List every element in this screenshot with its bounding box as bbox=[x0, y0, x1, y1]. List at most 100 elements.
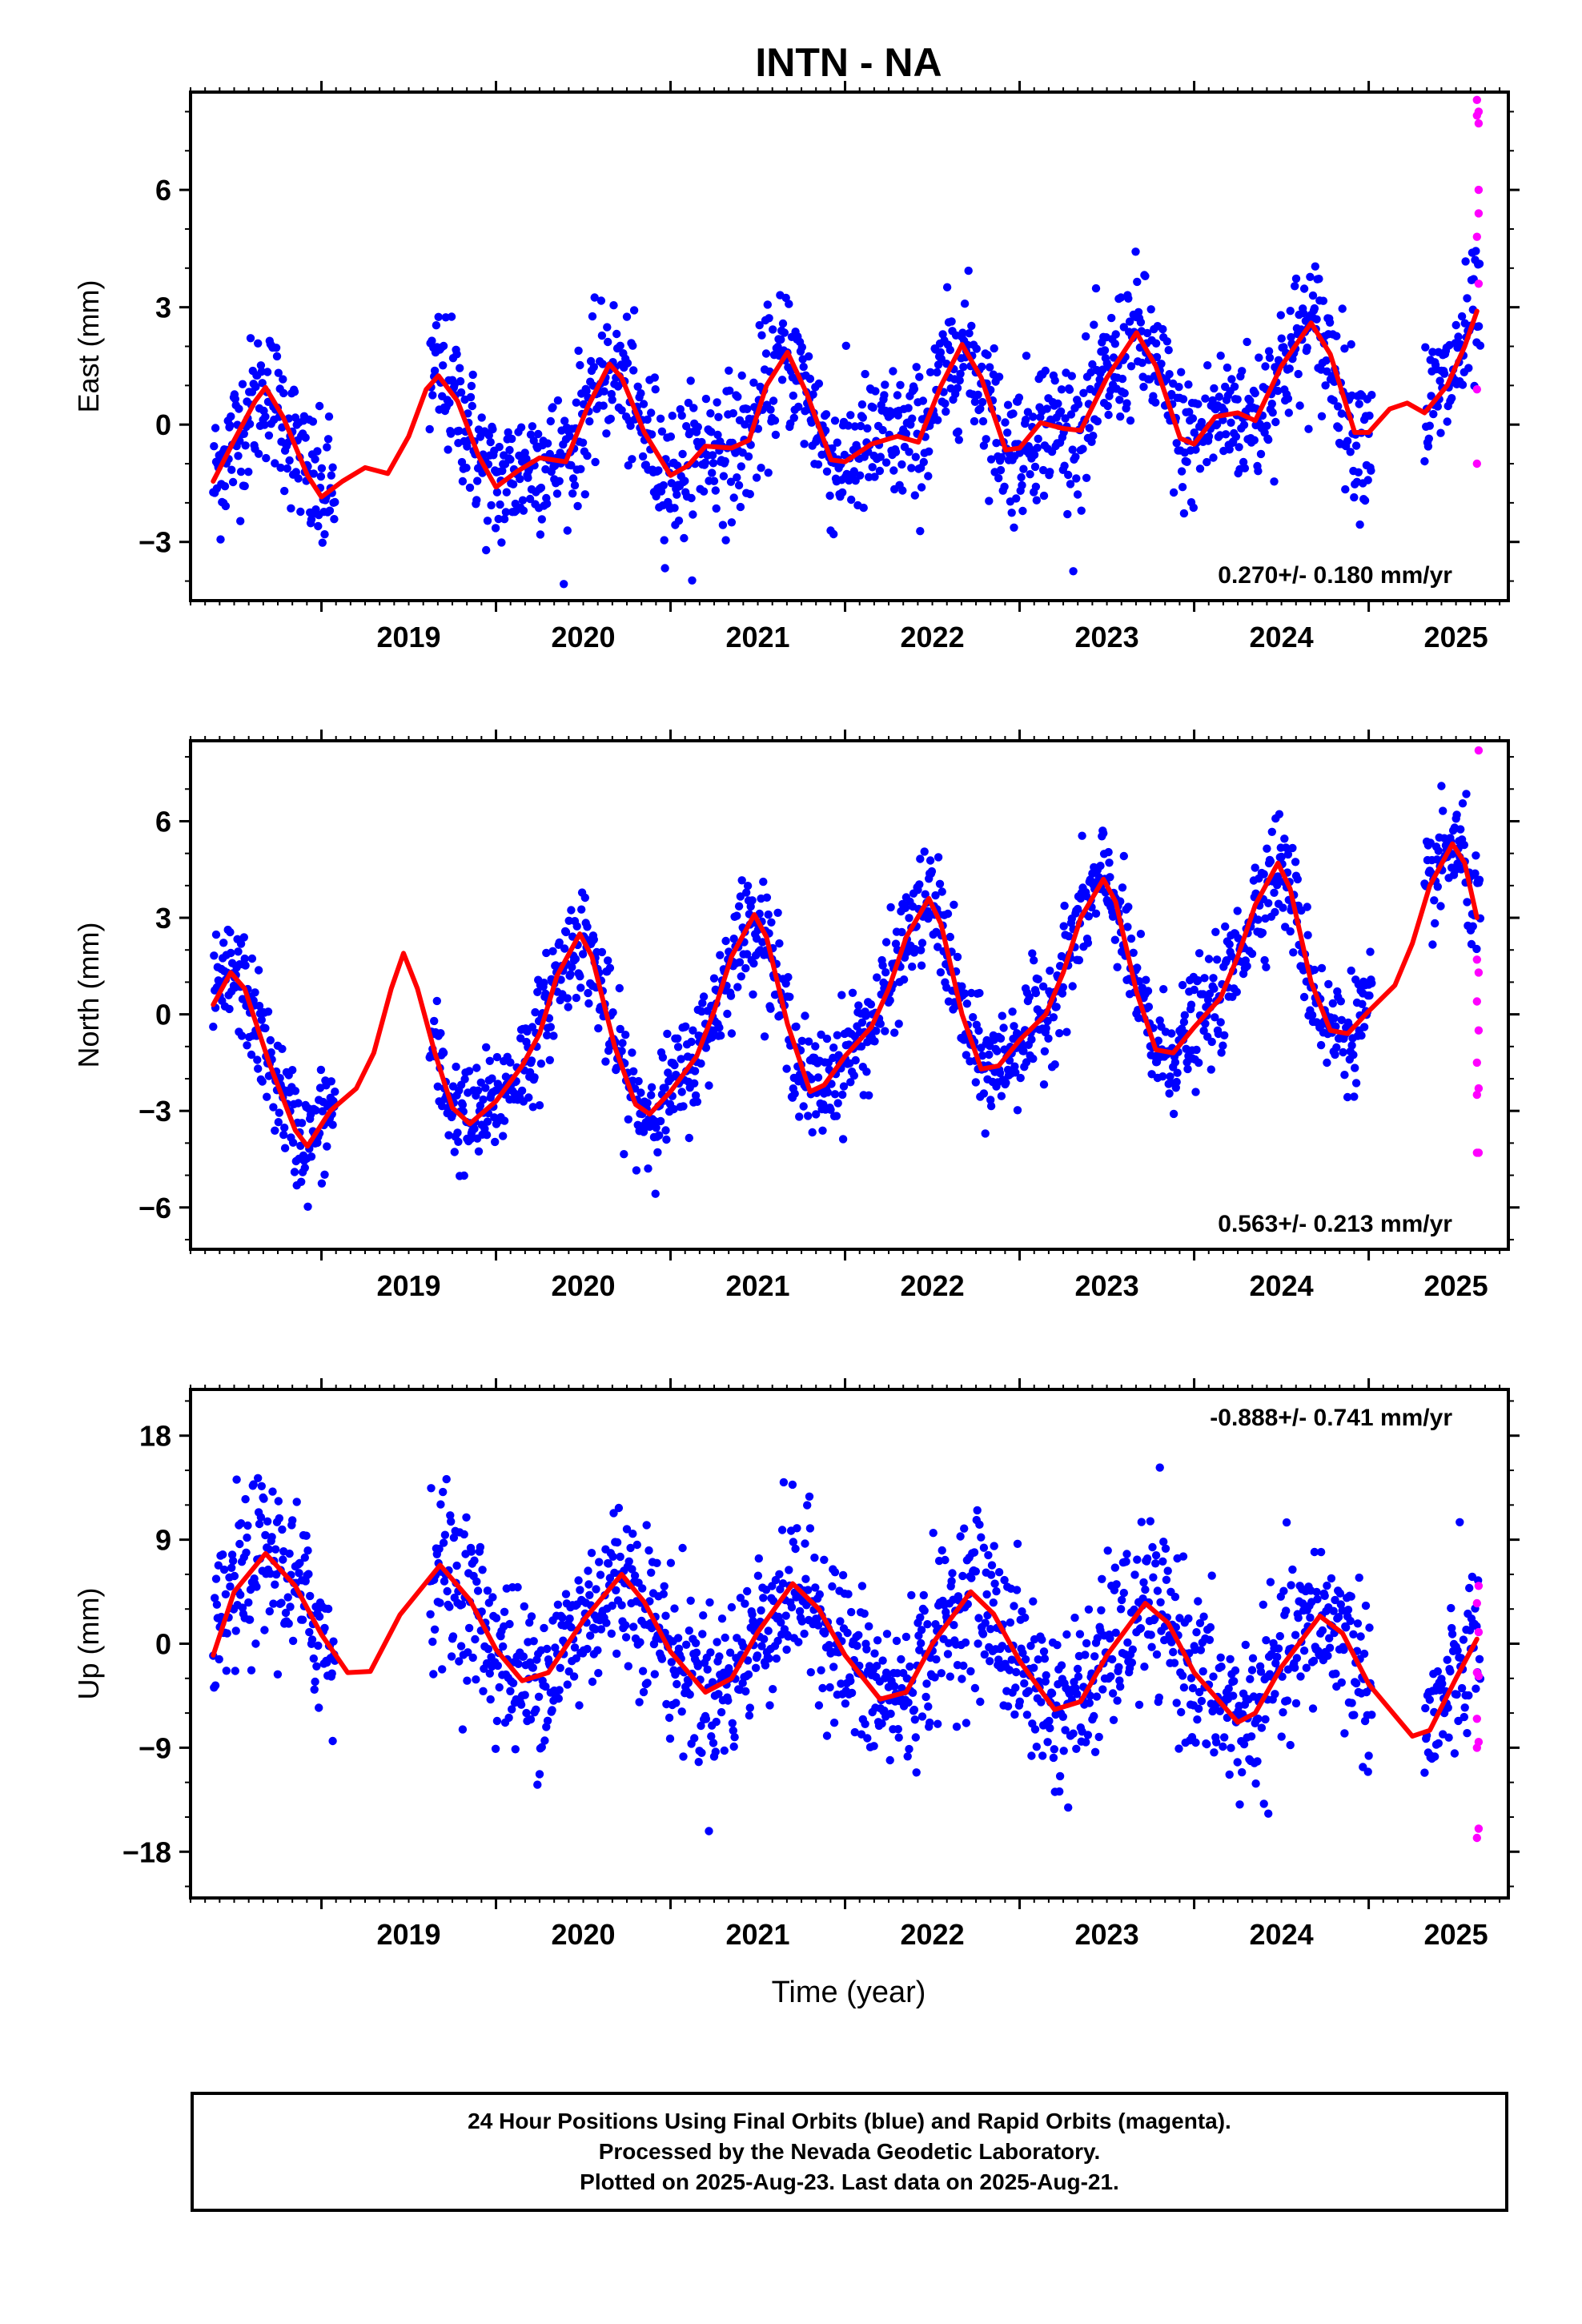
data-point bbox=[1234, 934, 1243, 943]
data-point bbox=[1341, 485, 1350, 494]
data-point bbox=[227, 948, 235, 958]
data-point bbox=[753, 424, 763, 433]
data-point bbox=[628, 341, 637, 350]
data-point bbox=[504, 428, 512, 437]
data-point bbox=[1127, 1659, 1137, 1667]
data-point bbox=[585, 417, 594, 426]
data-point bbox=[1124, 294, 1133, 303]
data-point bbox=[460, 1075, 469, 1084]
data-point bbox=[563, 526, 572, 535]
data-point bbox=[808, 1128, 817, 1137]
data-point bbox=[881, 458, 891, 467]
data-point bbox=[542, 948, 551, 958]
data-point bbox=[817, 1030, 825, 1039]
data-point bbox=[575, 1701, 584, 1710]
data-point bbox=[849, 467, 859, 476]
data-point bbox=[1215, 1707, 1225, 1715]
data-point bbox=[813, 1621, 823, 1630]
data-point bbox=[856, 421, 865, 431]
data-point bbox=[694, 1758, 703, 1767]
data-point bbox=[876, 452, 885, 461]
data-point bbox=[752, 473, 761, 482]
data-point bbox=[263, 368, 272, 376]
data-point bbox=[241, 441, 250, 450]
data-point bbox=[826, 1105, 835, 1115]
data-point bbox=[584, 988, 592, 998]
data-point bbox=[1191, 1088, 1200, 1096]
data-point bbox=[984, 1550, 993, 1560]
data-point bbox=[1274, 1644, 1283, 1653]
data-point bbox=[537, 515, 546, 524]
data-point bbox=[717, 1707, 726, 1717]
data-point bbox=[973, 1506, 982, 1515]
data-point bbox=[236, 517, 245, 525]
data-point bbox=[729, 1742, 738, 1751]
data-point bbox=[1178, 1671, 1187, 1680]
data-point bbox=[1224, 1684, 1233, 1693]
x-tick-label: 2024 bbox=[1250, 621, 1314, 653]
data-point bbox=[905, 1662, 914, 1671]
data-point bbox=[323, 443, 331, 452]
data-point bbox=[283, 1593, 292, 1602]
data-point bbox=[1144, 1003, 1154, 1011]
data-point bbox=[1267, 827, 1277, 837]
data-point bbox=[981, 1129, 990, 1138]
data-point bbox=[1082, 332, 1090, 341]
data-point bbox=[565, 1614, 574, 1623]
data-point bbox=[305, 1627, 314, 1637]
data-point bbox=[616, 341, 624, 350]
data-point bbox=[1210, 384, 1219, 393]
rapid-point bbox=[1472, 459, 1482, 468]
data-point bbox=[1042, 404, 1051, 413]
data-point bbox=[1190, 428, 1199, 437]
data-point bbox=[777, 376, 787, 384]
data-point bbox=[1319, 296, 1328, 305]
data-point bbox=[697, 1059, 705, 1068]
data-point bbox=[749, 378, 758, 387]
data-point bbox=[789, 413, 798, 422]
data-point bbox=[1317, 963, 1327, 973]
data-point bbox=[1042, 1671, 1050, 1680]
data-point bbox=[275, 1108, 283, 1117]
data-point bbox=[769, 325, 777, 334]
data-point bbox=[1049, 1753, 1058, 1763]
data-point bbox=[1026, 1642, 1035, 1651]
data-point bbox=[769, 1596, 778, 1606]
data-point bbox=[525, 1618, 534, 1627]
data-point bbox=[1025, 992, 1034, 1002]
data-point bbox=[1349, 1051, 1358, 1059]
data-point bbox=[651, 385, 660, 394]
data-point bbox=[1015, 1697, 1025, 1706]
data-point bbox=[1108, 1655, 1117, 1664]
data-point bbox=[1235, 1800, 1244, 1809]
data-point bbox=[478, 1566, 487, 1574]
data-point bbox=[809, 390, 817, 399]
data-point bbox=[450, 1148, 459, 1156]
data-point bbox=[1209, 453, 1218, 462]
data-point bbox=[545, 449, 554, 459]
y-tick-label: 0 bbox=[155, 999, 171, 1031]
data-point bbox=[814, 1701, 824, 1710]
data-point bbox=[271, 459, 279, 468]
data-point bbox=[743, 1586, 752, 1596]
data-point bbox=[785, 1566, 793, 1574]
data-point bbox=[227, 1563, 236, 1573]
data-point bbox=[1325, 1643, 1335, 1652]
data-point bbox=[1472, 944, 1481, 954]
data-point bbox=[698, 1630, 707, 1638]
data-point bbox=[443, 1586, 452, 1596]
data-point bbox=[1088, 360, 1097, 369]
data-point bbox=[1180, 1011, 1190, 1019]
data-point bbox=[1137, 1518, 1146, 1526]
data-point bbox=[1190, 985, 1199, 995]
data-point bbox=[990, 1542, 998, 1550]
data-point bbox=[942, 283, 952, 292]
data-point bbox=[986, 1570, 996, 1579]
data-point bbox=[320, 1170, 329, 1180]
data-point bbox=[1203, 457, 1211, 467]
data-point bbox=[1215, 392, 1224, 401]
data-point bbox=[727, 518, 737, 527]
data-point bbox=[520, 1691, 529, 1699]
data-point bbox=[1287, 332, 1295, 342]
data-point bbox=[1240, 464, 1250, 472]
